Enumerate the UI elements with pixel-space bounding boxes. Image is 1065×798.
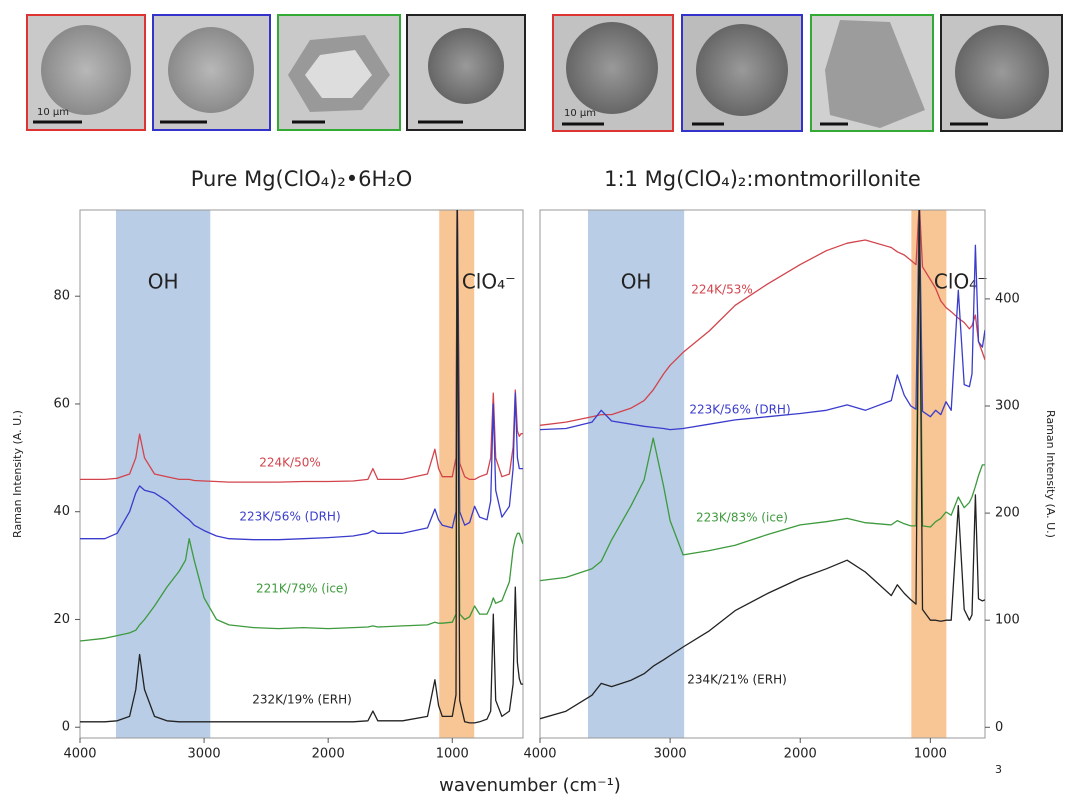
y2-tick-label: 300 (995, 398, 1020, 413)
x-tick-label: 1000 (436, 747, 469, 762)
y-tick-label: 0 (62, 720, 70, 735)
y2-tick-label: 200 (995, 506, 1020, 521)
series-label: 223K/56% (DRH) (239, 510, 340, 524)
series-label: 232K/19% (ERH) (252, 693, 352, 707)
plot-frame (79, 209, 524, 739)
x-tick-label: 2000 (312, 747, 345, 762)
y2-axis-title: Raman Intensity (A. U.) (1044, 410, 1057, 538)
particle (955, 25, 1049, 119)
plot-frame (539, 209, 986, 739)
y-tick-label: 80 (53, 289, 70, 304)
particle (566, 22, 658, 114)
particle (825, 20, 925, 128)
spectrum-line (80, 210, 523, 642)
band-label: OH (148, 270, 179, 294)
particle (168, 27, 254, 113)
panel-title: 1:1 Mg(ClO₄)₂:montmorillonite (604, 167, 921, 191)
x-tick-label: 2000 (784, 747, 817, 762)
spectrum-line (80, 210, 523, 724)
band (115, 210, 211, 738)
x-tick-label: 4000 (63, 747, 96, 762)
x-tick-label: 1000 (914, 747, 947, 762)
spectrum-line (80, 210, 523, 541)
band (588, 210, 685, 738)
spectrum-line (540, 210, 985, 720)
scale-label: 10 μm (37, 107, 69, 118)
y-axis-title: Raman Intensity (A. U.) (11, 410, 24, 538)
series-label: 224K/53% (691, 283, 753, 297)
x-tick-label: 4000 (523, 747, 556, 762)
micrographs: 10 μm 10 μm (26, 14, 1063, 132)
y2-tick-label: 100 (995, 613, 1020, 628)
particle (41, 25, 131, 115)
y2-tick-label: 400 (995, 291, 1020, 306)
x-axis-title: wavenumber (cm⁻¹) (439, 775, 621, 796)
spectrum-line (540, 210, 985, 426)
series-label: 224K/50% (259, 456, 321, 470)
series-label: 234K/21% (ERH) (687, 673, 787, 687)
y2-tick-label: 0 (995, 720, 1003, 735)
band-label: ClO₄⁻ (462, 270, 516, 294)
particle (696, 24, 788, 116)
y-tick-label: 40 (53, 504, 70, 519)
band-label: OH (621, 270, 652, 294)
particle-core (305, 50, 372, 98)
x-tick-label: 3000 (654, 747, 687, 762)
spectrum-line (80, 210, 523, 483)
band-label: ClO₄⁻ (934, 270, 988, 294)
y-tick-label: 60 (53, 396, 70, 411)
series-label: 221K/79% (ice) (256, 582, 348, 596)
spectrum-line (540, 210, 985, 431)
scale-label: 10 μm (564, 108, 596, 119)
series-label: 223K/56% (DRH) (689, 403, 790, 417)
y-tick-label: 20 (53, 612, 70, 627)
spectrum-line (540, 210, 985, 582)
x-tick-label: 3000 (188, 747, 221, 762)
particle (428, 28, 504, 104)
panel-title: Pure Mg(ClO₄)₂•6H₂O (191, 167, 413, 191)
series-label: 223K/83% (ice) (696, 511, 788, 525)
slide-number: 3 (995, 763, 1002, 776)
